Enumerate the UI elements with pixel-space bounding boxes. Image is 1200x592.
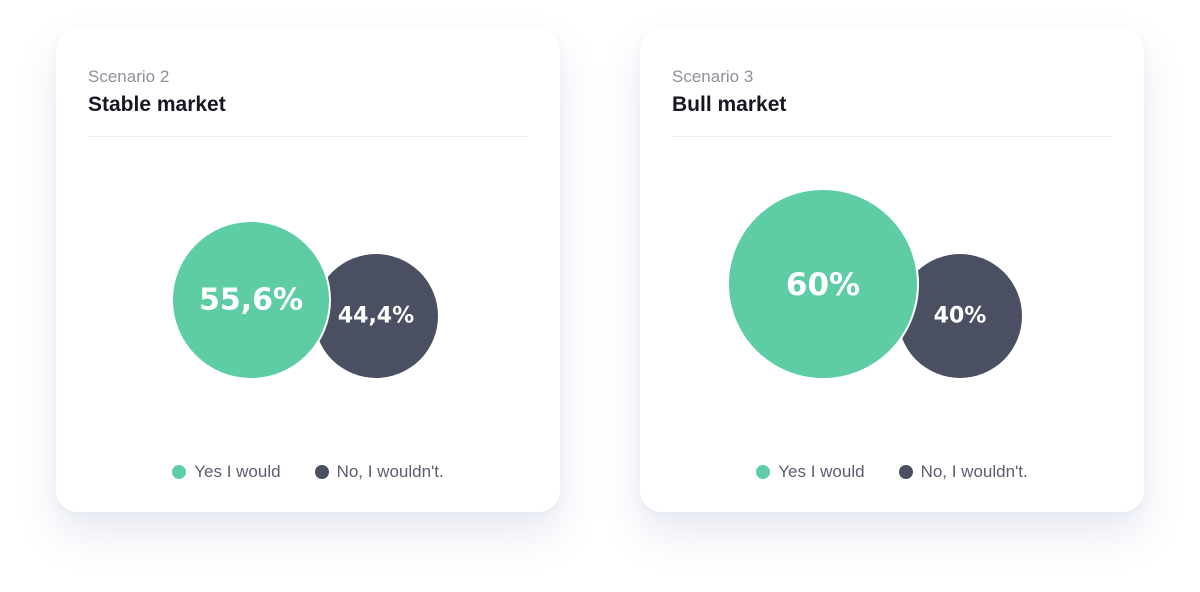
bubble-yes-value: 60% xyxy=(786,267,860,303)
legend-dot-yes xyxy=(172,465,187,479)
bubble-chart: 60% 40% xyxy=(727,188,1022,380)
card-title: Stable market xyxy=(88,93,226,116)
card-header: Scenario 3 Bull market xyxy=(672,66,1112,137)
legend-item-yes: Yes I would xyxy=(756,462,865,482)
legend-dot-no xyxy=(898,465,913,479)
bubble-no xyxy=(314,254,438,378)
scenario-card-bull-market: Scenario 3 Bull market 60% 40% Yes I wou… xyxy=(640,28,1144,512)
bubble-yes xyxy=(173,222,329,378)
bubble-no xyxy=(898,254,1022,378)
legend-label-no: No, I wouldn't. xyxy=(336,462,444,481)
legend-item-no: No, I wouldn't. xyxy=(314,462,444,482)
legend: Yes I would No, I wouldn't. xyxy=(640,462,1144,482)
legend: Yes I would No, I wouldn't. xyxy=(56,462,560,482)
bubble-no-value: 40% xyxy=(934,304,987,329)
legend-label-yes: Yes I would xyxy=(778,462,865,481)
bubble-yes xyxy=(729,190,917,378)
bubble-chart: 55,6% 44,4% xyxy=(171,220,438,380)
card-header: Scenario 2 Stable market xyxy=(88,66,528,137)
scenario-label: Scenario 3 xyxy=(672,67,754,86)
legend-dot-no xyxy=(314,465,329,479)
bubble-no-value: 44,4% xyxy=(338,304,414,329)
scenario-card-stable-market: Scenario 2 Stable market 55,6% 44,4% Yes… xyxy=(56,28,560,512)
legend-item-yes: Yes I would xyxy=(172,462,281,482)
bubble-yes-value: 55,6% xyxy=(199,283,303,318)
legend-item-no: No, I wouldn't. xyxy=(898,462,1028,482)
legend-label-yes: Yes I would xyxy=(194,462,281,481)
legend-dot-yes xyxy=(756,465,771,479)
scenario-label: Scenario 2 xyxy=(88,67,170,86)
card-title: Bull market xyxy=(672,93,787,116)
legend-label-no: No, I wouldn't. xyxy=(920,462,1028,481)
